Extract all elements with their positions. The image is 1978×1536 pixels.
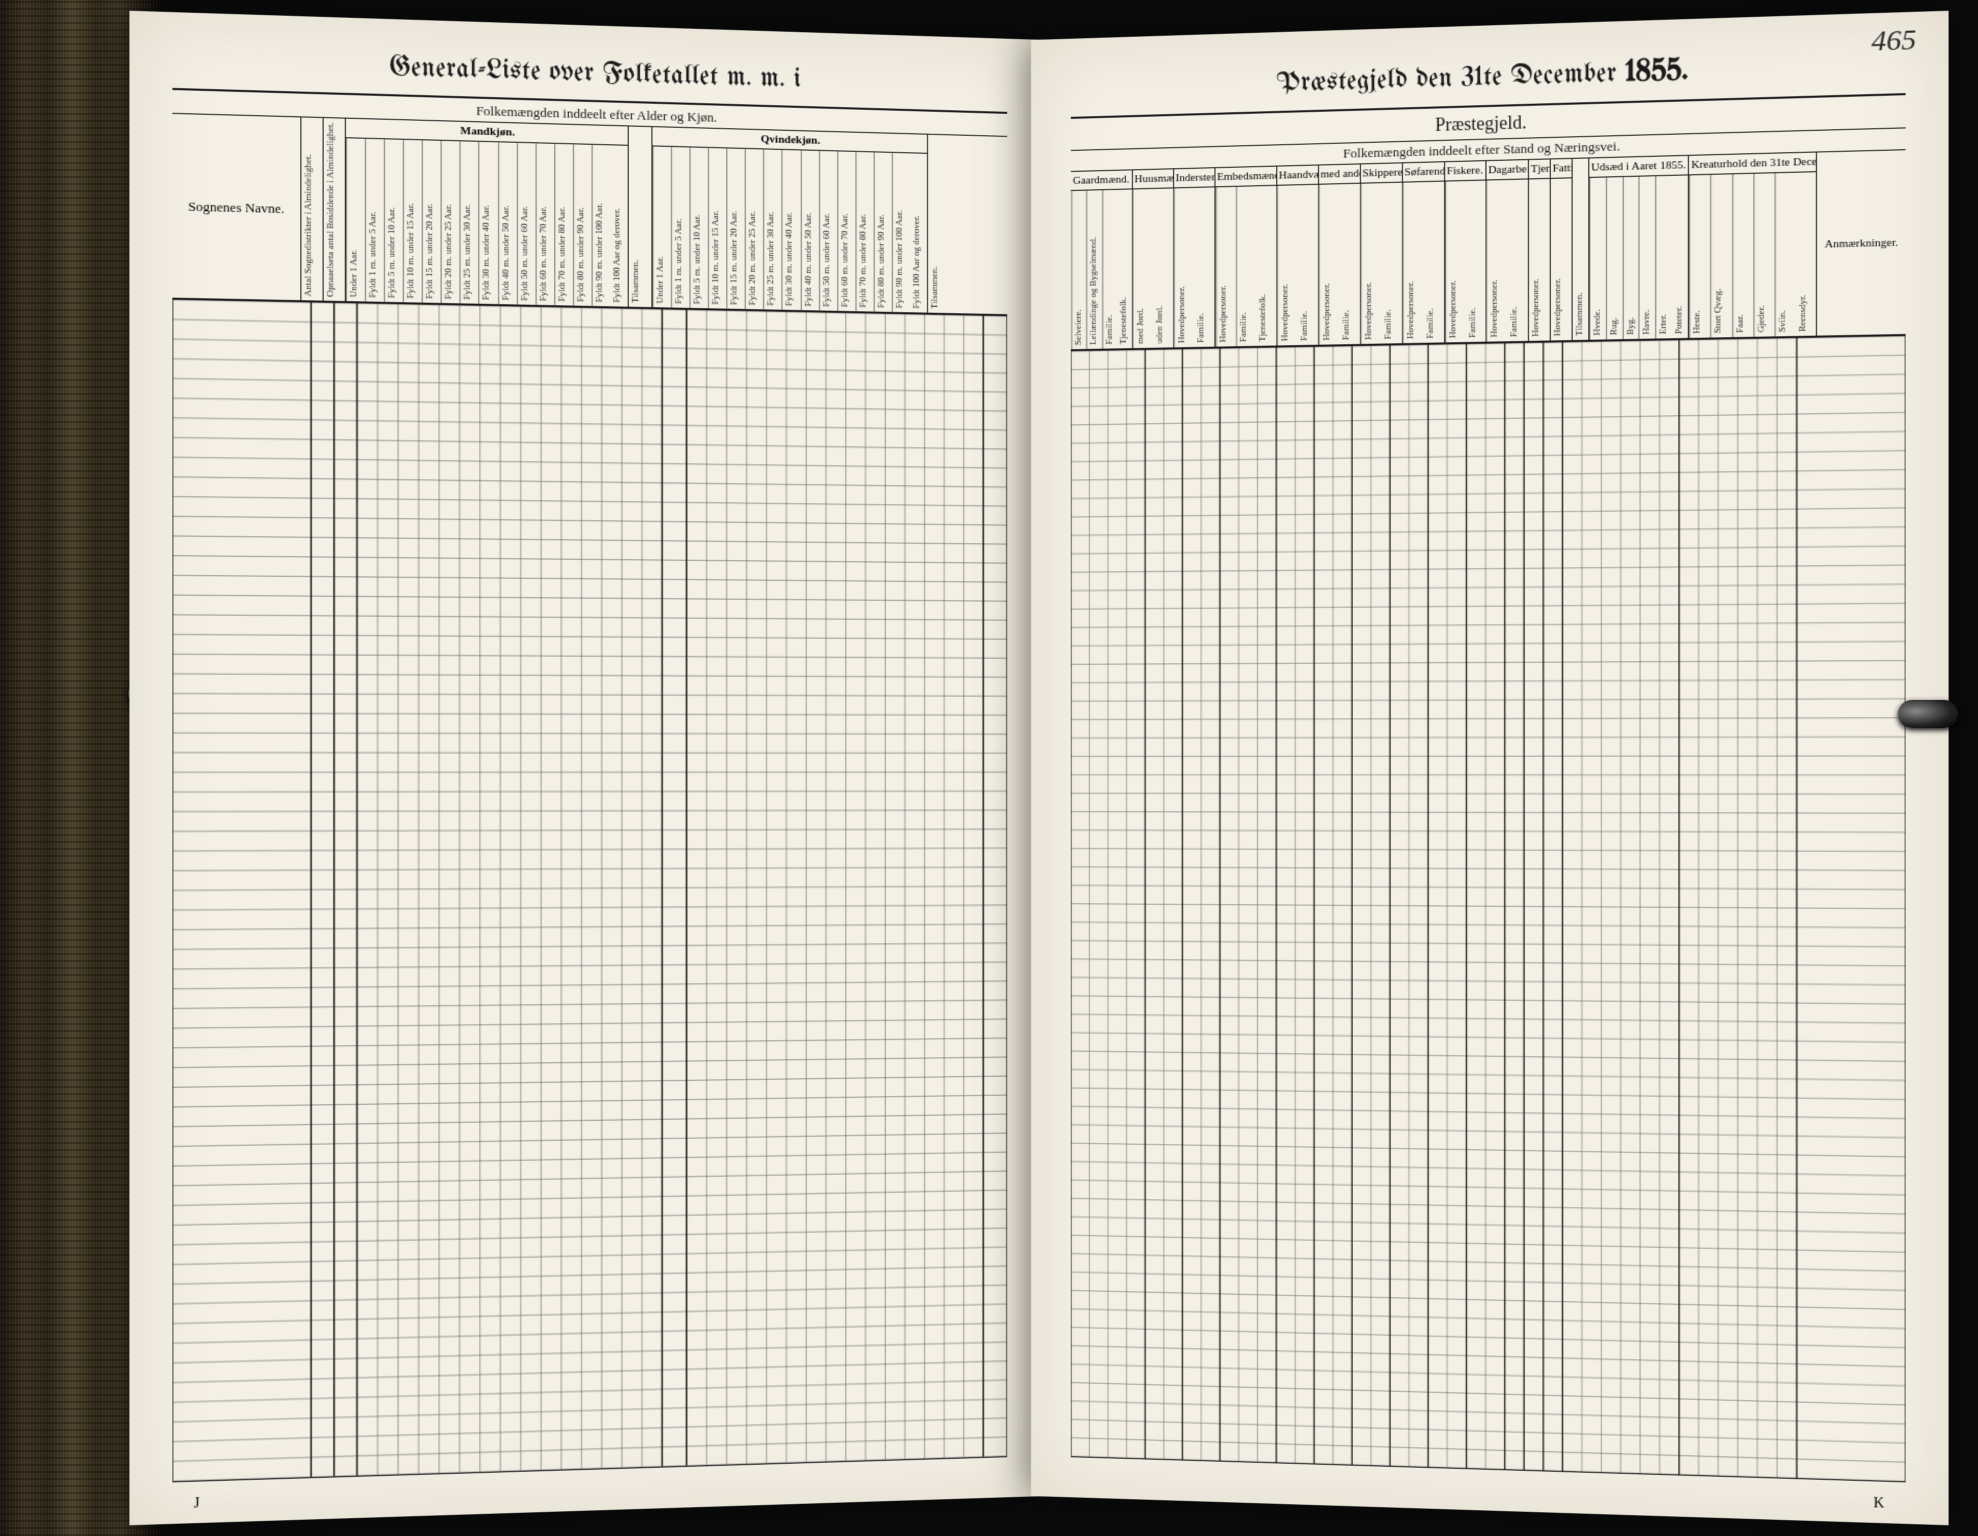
sheet-signature-right: K: [1873, 1496, 1884, 1513]
sheet-signature-left: J: [194, 1496, 200, 1513]
left-page: General-Liste over Folketallet m. m. i F…: [129, 11, 1047, 1526]
left-grid: [172, 300, 1007, 1482]
right-grid: [1071, 336, 1906, 1482]
scanned-book-spread: General-Liste over Folketallet m. m. i F…: [0, 0, 1978, 1536]
right-table-header: Gaardmænd.Selveiere.Leilændinge og Bygse…: [1071, 149, 1906, 351]
title-year: 1855.: [1626, 54, 1689, 89]
left-table-header: Sognenes Navne.Antal Sognedistrikter i A…: [172, 113, 1007, 317]
binder-clasp-right: [1898, 700, 1958, 728]
page-spread: General-Liste over Folketallet m. m. i F…: [160, 0, 1978, 1536]
title-text: Præstegjeld den 31te December: [1277, 60, 1626, 98]
right-page: 465 Præstegjeld den 31te December 1855. …: [1031, 11, 1949, 1526]
